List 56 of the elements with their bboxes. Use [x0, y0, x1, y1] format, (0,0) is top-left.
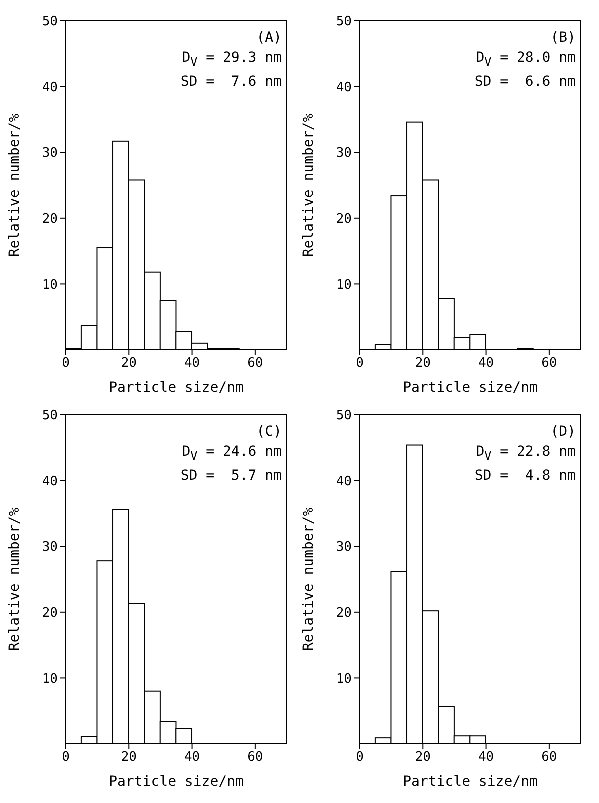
- y-tick-label: 20: [42, 606, 58, 622]
- x-tick-label: 20: [415, 356, 431, 372]
- x-axis-title: Particle size/nm: [109, 380, 244, 396]
- y-tick-label: 50: [336, 14, 352, 30]
- annotation: (A): [256, 29, 282, 48]
- x-tick-label: 40: [478, 750, 494, 766]
- y-tick-label: 30: [42, 146, 58, 162]
- annotation: (D): [550, 423, 576, 442]
- y-tick-label: 30: [42, 540, 58, 556]
- y-tick-label: 40: [42, 474, 58, 490]
- y-tick-label: 50: [42, 14, 58, 30]
- y-tick-label: 30: [336, 146, 352, 162]
- annotation: D$_{V}$ = 28.0 nm: [475, 49, 576, 71]
- x-tick-label: 20: [121, 356, 137, 372]
- y-tick-label: 40: [336, 474, 352, 490]
- x-tick-label: 0: [62, 750, 70, 766]
- y-tick-label: 20: [42, 212, 58, 228]
- y-tick-label: 10: [336, 278, 352, 293]
- y-axis-title: Relative number/%: [6, 507, 23, 652]
- annotation: (C): [256, 423, 282, 442]
- annotation: (B): [550, 29, 576, 48]
- x-tick-label: 20: [415, 750, 431, 766]
- y-tick-label: 30: [336, 540, 352, 556]
- annotation: D$_{V}$ = 22.8 nm: [475, 443, 576, 465]
- x-tick-label: 40: [478, 356, 494, 372]
- x-axis-title: Particle size/nm: [109, 774, 244, 790]
- x-tick-label: 60: [542, 750, 558, 766]
- annotation: D$_{V}$ = 24.6 nm: [181, 443, 282, 465]
- annotation: SD = 4.8 nm: [474, 466, 576, 486]
- annotation: SD = 5.7 nm: [180, 466, 282, 486]
- y-axis-title: Relative number/%: [6, 113, 23, 258]
- x-axis-title: Particle size/nm: [403, 774, 538, 790]
- x-axis-title: Particle size/nm: [403, 380, 538, 396]
- y-tick-label: 20: [336, 606, 352, 622]
- x-tick-label: 60: [248, 750, 264, 766]
- annotation: D$_{V}$ = 29.3 nm: [181, 49, 282, 71]
- x-tick-label: 40: [184, 750, 200, 766]
- y-tick-label: 40: [336, 80, 352, 96]
- annotation: SD = 7.6 nm: [180, 72, 282, 92]
- x-tick-label: 40: [184, 356, 200, 372]
- y-tick-label: 40: [42, 80, 58, 96]
- y-tick-label: 10: [42, 672, 58, 687]
- y-tick-label: 10: [336, 672, 352, 687]
- y-tick-label: 20: [336, 212, 352, 228]
- y-tick-label: 10: [42, 278, 58, 293]
- x-tick-label: 0: [356, 356, 364, 372]
- y-tick-label: 50: [336, 408, 352, 424]
- y-tick-label: 50: [42, 408, 58, 424]
- annotation: SD = 6.6 nm: [474, 72, 576, 92]
- y-axis-title: Relative number/%: [300, 507, 317, 652]
- x-tick-label: 20: [121, 750, 137, 766]
- y-axis-title: Relative number/%: [300, 113, 317, 258]
- x-tick-label: 0: [356, 750, 364, 766]
- x-tick-label: 60: [542, 356, 558, 372]
- x-tick-label: 60: [248, 356, 264, 372]
- x-tick-label: 0: [62, 356, 70, 372]
